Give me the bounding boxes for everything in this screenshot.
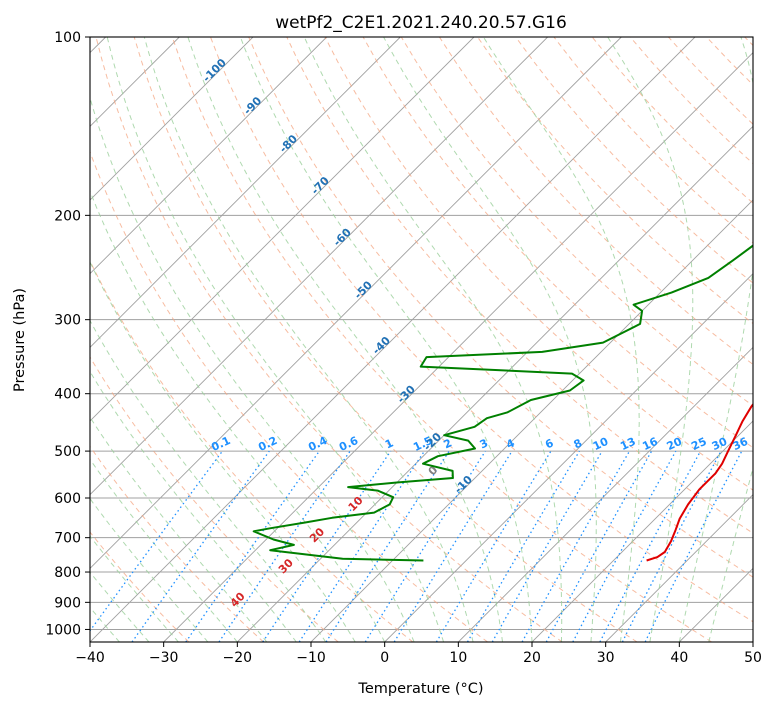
plot-frame <box>89 36 754 643</box>
x-tick-label: −10 <box>296 650 326 666</box>
y-axis-ticks: 100 200 300 400 500 600 700 800 900 1000 <box>45 30 90 638</box>
dry-adiabat-line <box>133 37 638 642</box>
y-tick-label: 300 <box>54 313 81 329</box>
mixing-ratio-label: 36 <box>731 435 751 453</box>
mixing-ratio-line <box>599 450 702 642</box>
moist-adiabat-line <box>90 96 415 642</box>
isotherm-line <box>384 273 753 642</box>
x-tick-label: 10 <box>449 650 467 666</box>
isotherm-line <box>163 52 753 642</box>
mixing-ratio-line <box>298 450 425 642</box>
mixing-ratio-line <box>325 450 450 642</box>
moist-adiabat-line <box>383 37 597 642</box>
x-tick-label: 0 <box>380 650 389 666</box>
moist-adiabat-line <box>607 37 694 642</box>
isotherm-line <box>90 37 401 348</box>
y-tick-label: 400 <box>54 387 81 403</box>
dry-adiabat-line <box>438 37 753 366</box>
moist-adiabat-line <box>143 37 474 642</box>
y-tick-label: 100 <box>54 30 81 46</box>
isotherm-line <box>605 494 753 642</box>
x-tick-label: −30 <box>149 650 179 666</box>
moist-adiabat-line <box>90 260 356 642</box>
moist-adiabat-line <box>90 370 297 642</box>
y-tick-label: 500 <box>54 444 81 460</box>
mixing-ratio-label: 20 <box>665 435 685 453</box>
isotherm-line <box>90 37 254 201</box>
moist-adiabat-line <box>90 416 268 642</box>
mixing-ratio-label: 13 <box>618 435 637 453</box>
dry-adiabat-line <box>286 37 753 534</box>
x-tick-label: 30 <box>597 650 615 666</box>
temperature-profile <box>646 402 753 562</box>
mixing-ratio-line <box>185 450 320 642</box>
mixing-ratio-label: 16 <box>640 435 660 453</box>
x-tick-label: −20 <box>223 650 253 666</box>
dry-adiabat-line <box>90 445 264 642</box>
moist-adiabat-line <box>90 458 238 642</box>
dry-adiabat-line <box>95 37 563 642</box>
background-lines <box>90 37 753 642</box>
moist-adiabat-line <box>239 37 533 642</box>
moist-adiabat-line <box>303 37 563 642</box>
sounding-profiles <box>252 244 753 562</box>
dewpoint-profile <box>252 244 753 562</box>
mixing-ratio-label: 30 <box>710 435 730 453</box>
dry-adiabat-line <box>248 37 753 578</box>
isotherm-line <box>90 37 475 422</box>
isotherm-line <box>90 37 327 275</box>
moist-adiabat-line <box>90 189 386 642</box>
mixing-ratio-line <box>466 450 580 642</box>
x-axis-ticks: −40 −30 −20 −10 0 10 20 30 40 50 <box>75 642 762 666</box>
dry-adiabat-line <box>171 37 712 642</box>
dry-adiabat-line <box>90 259 414 642</box>
mixing-ratio-line <box>218 450 351 642</box>
x-tick-label: −40 <box>75 650 105 666</box>
mixing-ratio-label: 10 <box>591 435 611 453</box>
mixing-ratio-line <box>435 450 552 642</box>
isotherm-line <box>237 125 753 642</box>
y-tick-label: 700 <box>54 531 81 547</box>
mixing-ratio-line <box>393 450 513 642</box>
moist-adiabat-line <box>90 535 179 642</box>
mixing-ratio-line <box>364 450 486 642</box>
mixing-ratio-line <box>572 450 677 642</box>
x-tick-label: 40 <box>670 650 688 666</box>
mixing-ratio-line <box>262 450 392 642</box>
isotherm-line <box>90 37 548 496</box>
y-tick-label: 900 <box>54 595 81 611</box>
chart-title: wetPf2_C2E1.2021.240.20.57.G16 <box>275 13 567 33</box>
isotherm-line <box>90 37 622 569</box>
moist-adiabat-line <box>90 571 150 642</box>
dry-adiabat-line <box>210 37 753 623</box>
dry-adiabat-line <box>90 531 190 642</box>
moist-adiabat-line <box>106 37 445 642</box>
dry-adiabat-line <box>90 150 488 642</box>
y-tick-label: 1000 <box>45 622 81 638</box>
x-axis-label: Temperature (°C) <box>357 681 483 697</box>
y-tick-label: 600 <box>54 491 81 507</box>
moist-adiabat-line <box>90 497 209 642</box>
y-axis-label: Pressure (hPa) <box>12 288 28 392</box>
dry-adiabat-line <box>400 37 753 407</box>
moist-adiabat-line <box>187 37 503 642</box>
isotherm-line <box>531 420 753 642</box>
y-tick-label: 800 <box>54 565 81 581</box>
isotherm-line <box>90 37 696 642</box>
x-tick-label: 50 <box>744 650 762 666</box>
moist-adiabat-line <box>482 37 640 642</box>
mixing-ratio-label: 25 <box>689 435 708 453</box>
y-tick-label: 200 <box>54 208 81 224</box>
dry-adiabat-line <box>515 37 753 284</box>
x-tick-label: 20 <box>523 650 541 666</box>
